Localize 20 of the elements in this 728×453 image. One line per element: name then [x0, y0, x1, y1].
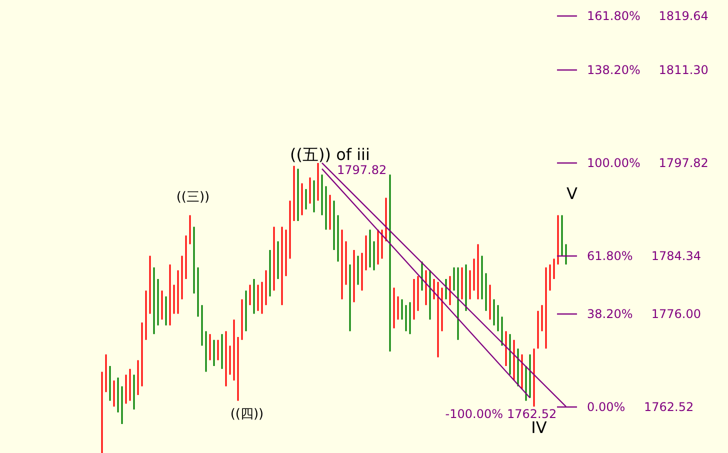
- annotation: ((五)) of iii: [290, 145, 370, 164]
- text: 161.80%: [587, 9, 640, 23]
- annotation: 1797.82: [337, 163, 387, 177]
- text: 61.80%: [587, 249, 633, 263]
- text: 38.20%: [587, 307, 633, 321]
- annotation: ((四)): [230, 407, 264, 422]
- text: 100.00%: [587, 156, 640, 170]
- text: 1811.30: [658, 63, 708, 77]
- text: 138.20%: [587, 63, 640, 77]
- text: 1819.64: [658, 9, 708, 23]
- text: 0.00%: [587, 400, 626, 414]
- annotation: IV: [531, 418, 547, 437]
- text: 1762.52: [644, 400, 694, 414]
- annotation: ((三)): [176, 190, 210, 205]
- annotation: V: [566, 184, 578, 203]
- text: 1776.00: [651, 307, 702, 321]
- text: 1784.34: [651, 249, 702, 263]
- annotation: -100.00%: [445, 407, 503, 421]
- text: 1797.82: [658, 156, 708, 170]
- annotation: 1762.52: [507, 407, 557, 421]
